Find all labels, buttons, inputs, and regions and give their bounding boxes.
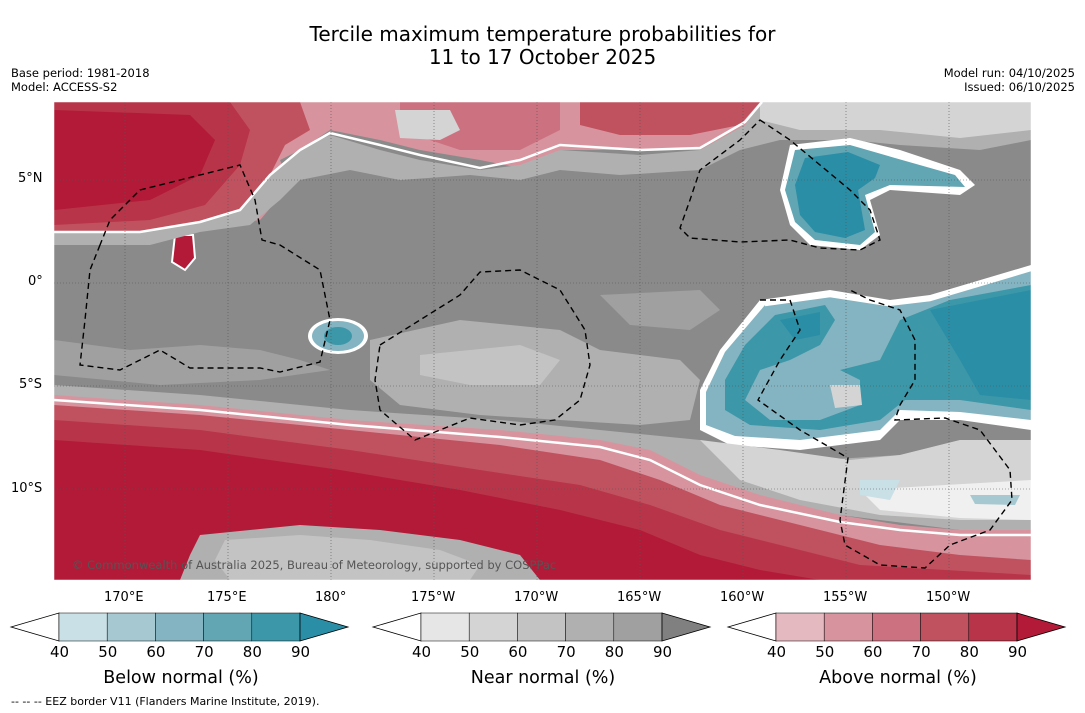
- above-normal-swatch: [872, 612, 921, 642]
- below-normal-tick-label: 80: [242, 643, 262, 661]
- above-normal-swatch: [775, 612, 825, 642]
- graticule: [54, 102, 1031, 580]
- below-normal-swatch: [203, 612, 253, 642]
- above-normal-swatch: [823, 612, 873, 642]
- lon-label-175e: 175°E: [207, 590, 247, 605]
- southeast-below-normal-region: [700, 265, 1031, 450]
- lat-label-10s: 10°S: [11, 481, 43, 496]
- below-normal-tick-label: 60: [146, 643, 166, 661]
- near-normal-tick-label: 70: [556, 643, 576, 661]
- lon-label-155w: 155°W: [823, 590, 868, 605]
- near-normal-colorbar-title: Near normal (%): [470, 668, 616, 688]
- lon-label-165w: 165°W: [617, 590, 662, 605]
- below-normal-tick-label: 70: [194, 643, 214, 661]
- near-normal-swatch: [565, 612, 615, 642]
- copyright-notice: © Commonwealth of Australia 2025, Bureau…: [72, 558, 557, 572]
- central-near-normal-band: [54, 290, 720, 425]
- colorbars: [9, 612, 1067, 642]
- near-normal-swatch: [613, 612, 663, 642]
- above-normal-tick-label: 40: [767, 643, 787, 661]
- lon-label-150w: 150°W: [926, 590, 971, 605]
- lon-label-180: 180°: [315, 590, 347, 605]
- near-normal-extension-high: [661, 612, 712, 642]
- below-normal-extension-high: [299, 612, 350, 642]
- eez-footnote: -- -- -- EEZ border V11 (Flanders Marine…: [11, 695, 320, 708]
- below-normal-tick-label: 50: [98, 643, 118, 661]
- north-above-normal-region: [54, 102, 760, 272]
- above-normal-colorbar-title: Above normal (%): [819, 668, 977, 688]
- above-normal-tick-label: 50: [815, 643, 835, 661]
- central-below-normal-spot: [308, 318, 368, 354]
- near-normal-extension-low: [371, 612, 422, 642]
- below-normal-swatch: [251, 612, 301, 642]
- south-above-normal-region: [54, 395, 1031, 580]
- below-normal-tick-label: 90: [291, 643, 311, 661]
- lat-label-5s: 5°S: [19, 377, 43, 392]
- chart-title-line2: 11 to 17 October 2025: [428, 45, 657, 69]
- lon-label-170w: 170°W: [514, 590, 559, 605]
- below-normal-extension-low: [9, 612, 60, 642]
- lon-label-170e: 170°E: [104, 590, 144, 605]
- chart-title-line1: Tercile maximum temperature probabilitie…: [309, 22, 776, 46]
- above-normal-swatch: [920, 612, 970, 642]
- above-normal-extension-high: [1016, 612, 1067, 642]
- below-normal-colorbar-title: Below normal (%): [103, 668, 259, 688]
- near-normal-tick-label: 60: [508, 643, 528, 661]
- lat-label-5n: 5°N: [18, 171, 43, 186]
- eez-borders: [79, 119, 1013, 569]
- above-normal-tick-label: 60: [863, 643, 883, 661]
- lon-label-175w: 175°W: [411, 590, 456, 605]
- near-normal-swatch: [468, 612, 518, 642]
- lon-label-160w: 160°W: [720, 590, 765, 605]
- near-normal-swatch: [420, 612, 470, 642]
- map-frame: [53, 101, 1032, 581]
- north-below-normal-region: [780, 138, 975, 250]
- lat-label-0: 0°: [28, 274, 43, 289]
- near-normal-swatch: [517, 612, 566, 642]
- near-normal-tick-label: 50: [460, 643, 480, 661]
- issued-date: Issued: 06/10/2025: [964, 80, 1075, 94]
- near-normal-tick-label: 40: [412, 643, 432, 661]
- below-normal-swatch: [58, 612, 108, 642]
- below-normal-swatch: [155, 612, 204, 642]
- near-normal-tick-label: 80: [604, 643, 624, 661]
- model-name: Model: ACCESS-S2: [11, 80, 118, 94]
- near-normal-tick-label: 90: [653, 643, 673, 661]
- below-normal-tick-label: 40: [50, 643, 70, 661]
- above-normal-tick-label: 80: [959, 643, 979, 661]
- above-normal-swatch: [968, 612, 1018, 642]
- model-run-date: Model run: 04/10/2025: [943, 66, 1075, 80]
- above-normal-tick-label: 70: [911, 643, 931, 661]
- above-normal-tick-label: 90: [1008, 643, 1028, 661]
- threshold-contours: [54, 102, 1031, 537]
- base-period: Base period: 1981-2018: [11, 66, 150, 80]
- below-normal-swatch: [106, 612, 156, 642]
- above-normal-extension-low: [726, 612, 777, 642]
